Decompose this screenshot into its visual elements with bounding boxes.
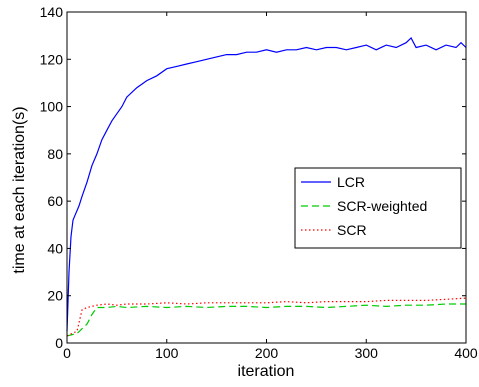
y-tick-label: 80 <box>47 146 63 162</box>
y-tick-label: 40 <box>47 240 63 256</box>
x-tick-label: 400 <box>454 345 478 361</box>
series-line-lcr <box>66 37 467 332</box>
y-tick-label: 0 <box>55 335 63 351</box>
legend-label: SCR-weighted <box>337 198 427 214</box>
y-tick-label: 60 <box>47 193 63 209</box>
x-tick-label: 100 <box>155 345 179 361</box>
y-tick-label: 100 <box>40 99 64 115</box>
x-tick-label: 300 <box>355 345 379 361</box>
series-line-scr-weighted <box>66 303 466 337</box>
x-tick-label: 0 <box>63 345 71 361</box>
series-line-scr <box>66 297 467 337</box>
legend-box <box>294 167 462 249</box>
y-tick-label: 120 <box>40 51 64 67</box>
x-axis-label: iteration <box>238 363 295 380</box>
legend-label: LCR <box>337 174 365 190</box>
y-tick-label: 20 <box>47 288 63 304</box>
axes: 0 100 200 300 400 0 20 40 60 80 100 120 140 <box>40 4 478 361</box>
x-tick-label: 200 <box>255 345 279 361</box>
legend: LCR SCR-weighted SCR <box>294 167 462 249</box>
y-tick-label: 140 <box>40 4 64 20</box>
plot-area <box>66 37 467 337</box>
legend-label: SCR <box>337 222 367 238</box>
y-axis-label: time at each iteration(s) <box>11 106 28 273</box>
